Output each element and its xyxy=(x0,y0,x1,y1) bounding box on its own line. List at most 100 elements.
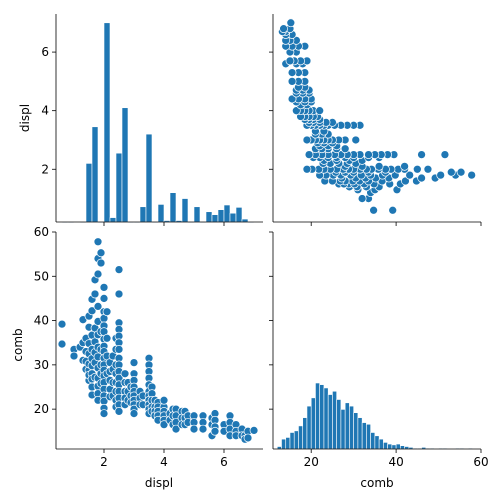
displ-comb-y-tick-label: 30 xyxy=(34,358,49,372)
comb-hist-bar xyxy=(361,422,367,450)
scatter-point-comb-displ xyxy=(287,94,297,104)
scatter-point-comb-displ xyxy=(304,150,314,159)
scatter-point-comb-displ xyxy=(286,18,296,28)
scatter-point-comb-displ xyxy=(351,135,361,145)
panel-displ-histogram: 2 4 6 xyxy=(41,14,263,226)
scatter-point-comb-displ xyxy=(279,24,288,33)
comb-hist-bar xyxy=(366,423,371,450)
scatter-point-comb-displ xyxy=(302,135,312,145)
comb-hist-bar xyxy=(298,425,304,450)
y-axis-label-displ: displ xyxy=(18,104,32,132)
comb-hist-bar xyxy=(387,443,393,450)
scatter-point-comb-displ xyxy=(417,150,426,159)
scatter-point-displ-comb xyxy=(87,306,97,316)
displ-hist-bar xyxy=(205,211,213,223)
displ-hist-bar xyxy=(211,214,219,223)
scatter-point-displ-comb xyxy=(90,289,100,299)
panel-comb-histogram: 20 40 60 xyxy=(269,231,489,469)
displ-hist-y-tick-label: 6 xyxy=(41,45,49,59)
scatter-point-comb-displ xyxy=(440,150,450,159)
scatter-point-displ-comb xyxy=(129,358,139,367)
scatter-point-displ-comb xyxy=(57,319,67,329)
displ-hist-bar xyxy=(121,107,129,223)
scatter-point-comb-displ xyxy=(369,205,378,215)
scatter-point-comb-displ xyxy=(467,170,477,180)
scatter-point-displ-comb xyxy=(210,426,220,436)
comb-hist-bar xyxy=(293,430,299,450)
displ-hist-y-tick-label: 4 xyxy=(41,104,49,118)
scatter-point-displ-comb xyxy=(243,433,253,443)
scatter-point-comb-displ xyxy=(291,106,301,116)
scatter-point-displ-comb xyxy=(120,369,130,379)
comb-hist-bar xyxy=(332,390,337,450)
scatter-point-displ-comb xyxy=(69,351,79,361)
scatter-point-comb-displ xyxy=(388,205,398,215)
displ-comb-y-tick-label: 50 xyxy=(34,269,49,283)
scatter-point-displ-comb xyxy=(171,424,181,434)
scatter-point-comb-displ xyxy=(456,167,466,177)
scatter-point-comb-displ xyxy=(405,170,415,180)
comb-hist-bar xyxy=(281,438,287,450)
displ-comb-x-tick-label: 2 xyxy=(100,455,108,469)
displ-hist-bar xyxy=(181,198,189,223)
scatter-point-displ-comb xyxy=(114,407,124,416)
scatter-point-displ-comb xyxy=(93,237,103,247)
scatter-point-displ-comb xyxy=(198,424,208,434)
scatter-point-comb-displ xyxy=(315,106,325,116)
comb-hist-bar xyxy=(357,417,363,450)
comb-hist-bar xyxy=(378,438,384,450)
scatter-point-displ-comb xyxy=(99,409,109,418)
scatter-point-displ-comb xyxy=(93,269,103,279)
scatter-point-comb-displ xyxy=(287,77,297,86)
scatter-point-comb-displ xyxy=(400,161,409,171)
comb-hist-bar xyxy=(319,384,325,450)
scatter-point-displ-comb xyxy=(159,395,169,405)
scatter-point-displ-comb xyxy=(102,333,112,343)
displ-hist-bar xyxy=(235,207,243,223)
scatter-point-comb-displ xyxy=(423,164,433,174)
scatter-point-displ-comb xyxy=(96,248,106,258)
scatter-point-comb-displ xyxy=(436,170,446,180)
displ-comb-x-tick-label: 6 xyxy=(220,455,228,469)
scatter-point-comb-displ xyxy=(401,176,410,186)
scatter-point-comb-displ xyxy=(364,150,373,159)
scatter-point-comb-displ xyxy=(357,194,367,203)
comb-hist-bar xyxy=(400,445,405,450)
comb-hist-bar xyxy=(353,412,359,450)
displ-hist-y-tick-label: 2 xyxy=(41,162,49,176)
displ-comb-x-tick-label: 4 xyxy=(160,455,168,469)
comb-hist-bar xyxy=(323,387,329,450)
comb-hist-bar xyxy=(370,432,376,450)
displ-hist-bar xyxy=(91,126,99,223)
displ-hist-bar xyxy=(193,206,201,223)
displ-comb-y-tick-label: 60 xyxy=(34,225,49,239)
scatter-point-displ-comb xyxy=(129,409,139,418)
scatter-point-comb-displ xyxy=(302,164,312,174)
comb-hist-bar xyxy=(336,399,342,450)
scatter-point-displ-comb xyxy=(99,283,109,292)
scatter-point-comb-displ xyxy=(412,164,422,174)
scatter-point-displ-comb xyxy=(114,345,124,354)
comb-hist-bar xyxy=(315,382,320,450)
displ-hist-bar xyxy=(229,212,237,223)
scatter-point-comb-displ xyxy=(285,56,295,66)
comb-hist-bar xyxy=(395,443,401,450)
scatter-point-displ-comb xyxy=(114,289,124,299)
comb-hist-bar xyxy=(285,437,291,450)
displ-hist-bar xyxy=(139,206,147,223)
displ-hist-bar xyxy=(169,192,177,223)
scatter-point-comb-displ xyxy=(417,173,426,183)
panel-comb-vs-displ-scatter: 2 4 6 20 30 40 50 60 xyxy=(34,225,263,469)
scatter-point-displ-comb xyxy=(57,339,67,349)
y-axis-label-comb: comb xyxy=(11,328,25,361)
comb-hist-x-tick-label: 20 xyxy=(304,455,319,469)
scatter-point-displ-comb xyxy=(102,307,112,317)
displ-hist-bar xyxy=(85,163,93,223)
panel-displ-vs-comb-scatter xyxy=(269,14,482,226)
displ-hist-bar xyxy=(103,22,111,223)
comb-hist-bar xyxy=(344,402,350,450)
scatter-point-displ-comb xyxy=(249,426,259,435)
x-axis-label-displ: displ xyxy=(145,476,173,490)
scatter-point-comb-displ xyxy=(340,144,350,154)
